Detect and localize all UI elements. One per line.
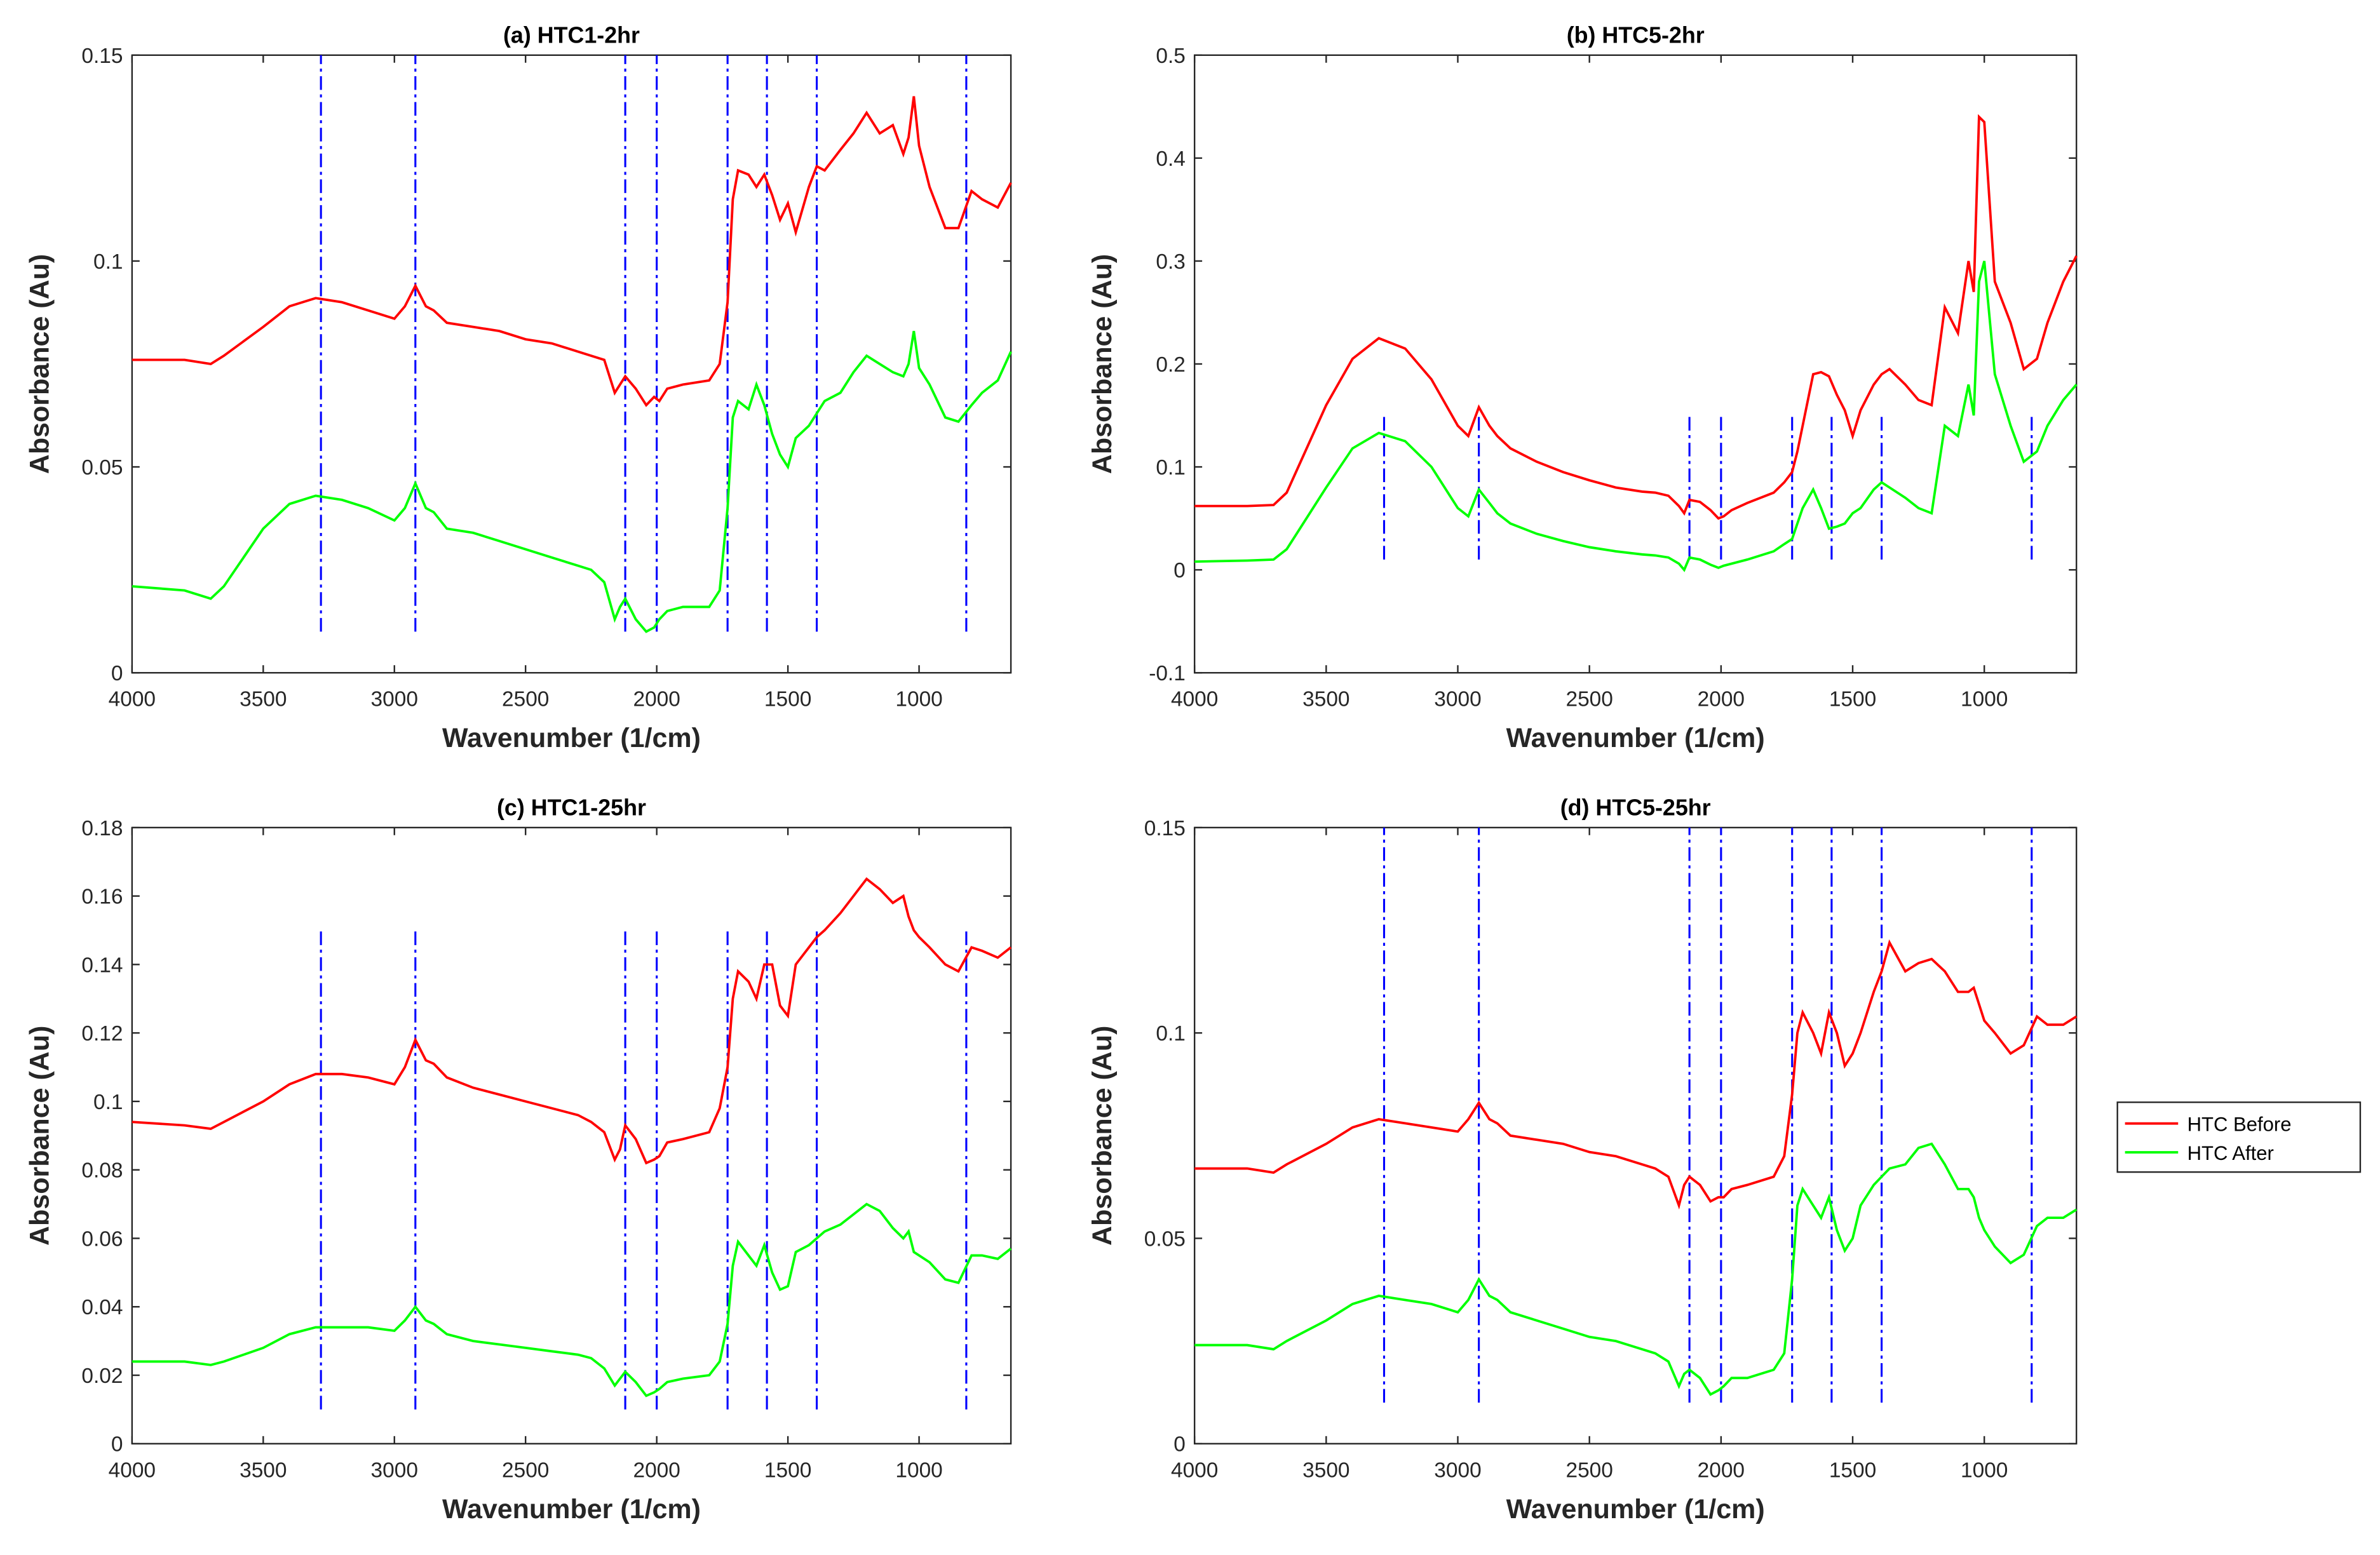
y-tick-label: 0.1 bbox=[93, 1091, 123, 1114]
x-tick-label: 1000 bbox=[1961, 1458, 2008, 1482]
x-tick-label: 1000 bbox=[895, 1458, 942, 1482]
x-tick-label: 2500 bbox=[1565, 688, 1613, 711]
series-line bbox=[132, 330, 1012, 633]
chart-title: (c) HTC1-25hr bbox=[497, 795, 646, 821]
y-tick-label: 0.04 bbox=[81, 1296, 123, 1319]
series-line bbox=[1194, 939, 2078, 1210]
x-tick-label: 3500 bbox=[240, 688, 287, 711]
y-tick-label: 0.4 bbox=[1156, 147, 1185, 171]
x-tick-label: 1500 bbox=[1829, 1458, 1876, 1482]
axes-box bbox=[131, 826, 1012, 1444]
legend-label: HTC After bbox=[2187, 1142, 2274, 1164]
y-tick-label: 0 bbox=[1173, 1433, 1186, 1457]
y-tick-label: 0 bbox=[111, 1433, 123, 1457]
x-tick-label: 1000 bbox=[895, 688, 942, 711]
y-tick-label: 0.15 bbox=[81, 44, 123, 68]
y-tick-label: -0.1 bbox=[1149, 662, 1186, 685]
x-tick-label: 2000 bbox=[633, 688, 680, 711]
x-axis-label: Wavenumber (1/cm) bbox=[442, 1494, 701, 1525]
y-tick-label: 0.16 bbox=[81, 885, 123, 909]
series-line bbox=[1194, 260, 2078, 572]
x-axis-label: Wavenumber (1/cm) bbox=[442, 723, 701, 753]
y-tick-label: 0.06 bbox=[81, 1227, 123, 1251]
chart-title: (a) HTC1-2hr bbox=[503, 23, 640, 48]
x-tick-label: 3000 bbox=[371, 688, 418, 711]
y-tick-label: 0.02 bbox=[81, 1364, 123, 1388]
x-tick-label: 2500 bbox=[1565, 1458, 1613, 1482]
y-tick-label: 0.1 bbox=[1156, 456, 1185, 480]
y-tick-label: 0.18 bbox=[81, 817, 123, 840]
x-tick-label: 3000 bbox=[1434, 1458, 1481, 1482]
x-tick-label: 4000 bbox=[109, 1458, 156, 1482]
x-tick-label: 2000 bbox=[1698, 1458, 1745, 1482]
series-line bbox=[132, 877, 1012, 1165]
y-tick-label: 0.12 bbox=[81, 1022, 123, 1046]
axes-box bbox=[1193, 826, 2078, 1444]
chart-title: (b) HTC5-2hr bbox=[1567, 23, 1705, 48]
series-line bbox=[132, 1202, 1012, 1397]
legend-box bbox=[2116, 1101, 2362, 1173]
x-tick-label: 1000 bbox=[1961, 688, 2008, 711]
y-tick-label: 0 bbox=[111, 662, 123, 685]
x-tick-label: 1500 bbox=[764, 688, 811, 711]
y-tick-label: 0.1 bbox=[1156, 1022, 1185, 1046]
y-tick-label: 0.1 bbox=[93, 250, 123, 274]
axes-box bbox=[1193, 54, 2078, 674]
y-tick-label: 0.05 bbox=[1144, 1227, 1186, 1251]
y-tick-label: 0.08 bbox=[81, 1159, 123, 1183]
series-line bbox=[132, 96, 1012, 407]
y-tick-label: 0.14 bbox=[81, 953, 123, 977]
y-tick-label: 0.05 bbox=[81, 456, 123, 480]
series-line bbox=[1194, 1142, 2078, 1396]
x-tick-label: 1500 bbox=[764, 1458, 811, 1482]
x-tick-label: 4000 bbox=[109, 688, 156, 711]
y-tick-label: 0 bbox=[1173, 559, 1186, 582]
x-tick-label: 3000 bbox=[1434, 688, 1481, 711]
chart-title: (d) HTC5-25hr bbox=[1560, 795, 1711, 821]
axes-box bbox=[131, 54, 1012, 674]
y-axis-label: Absorbance (Au) bbox=[1087, 1026, 1118, 1246]
y-tick-label: 0.5 bbox=[1156, 44, 1185, 68]
x-tick-label: 4000 bbox=[1171, 688, 1218, 711]
x-tick-label: 2500 bbox=[502, 1458, 549, 1482]
x-tick-label: 3500 bbox=[240, 1458, 287, 1482]
x-axis-label: Wavenumber (1/cm) bbox=[1506, 723, 1765, 753]
y-axis-label: Absorbance (Au) bbox=[1087, 254, 1118, 474]
series-line bbox=[1194, 114, 2078, 520]
x-tick-label: 3500 bbox=[1302, 688, 1349, 711]
x-tick-label: 4000 bbox=[1171, 1458, 1218, 1482]
y-axis-label: Absorbance (Au) bbox=[24, 254, 55, 474]
x-tick-label: 2500 bbox=[502, 688, 549, 711]
y-tick-label: 0.15 bbox=[1144, 817, 1186, 840]
x-tick-label: 3500 bbox=[1302, 1458, 1349, 1482]
legend-label: HTC Before bbox=[2187, 1114, 2292, 1136]
x-tick-label: 2000 bbox=[1698, 688, 1745, 711]
x-tick-label: 3000 bbox=[371, 1458, 418, 1482]
x-tick-label: 2000 bbox=[633, 1458, 680, 1482]
y-tick-label: 0.2 bbox=[1156, 353, 1185, 377]
y-axis-label: Absorbance (Au) bbox=[24, 1026, 55, 1246]
x-axis-label: Wavenumber (1/cm) bbox=[1506, 1494, 1765, 1525]
x-tick-label: 1500 bbox=[1829, 688, 1876, 711]
y-tick-label: 0.3 bbox=[1156, 250, 1185, 274]
